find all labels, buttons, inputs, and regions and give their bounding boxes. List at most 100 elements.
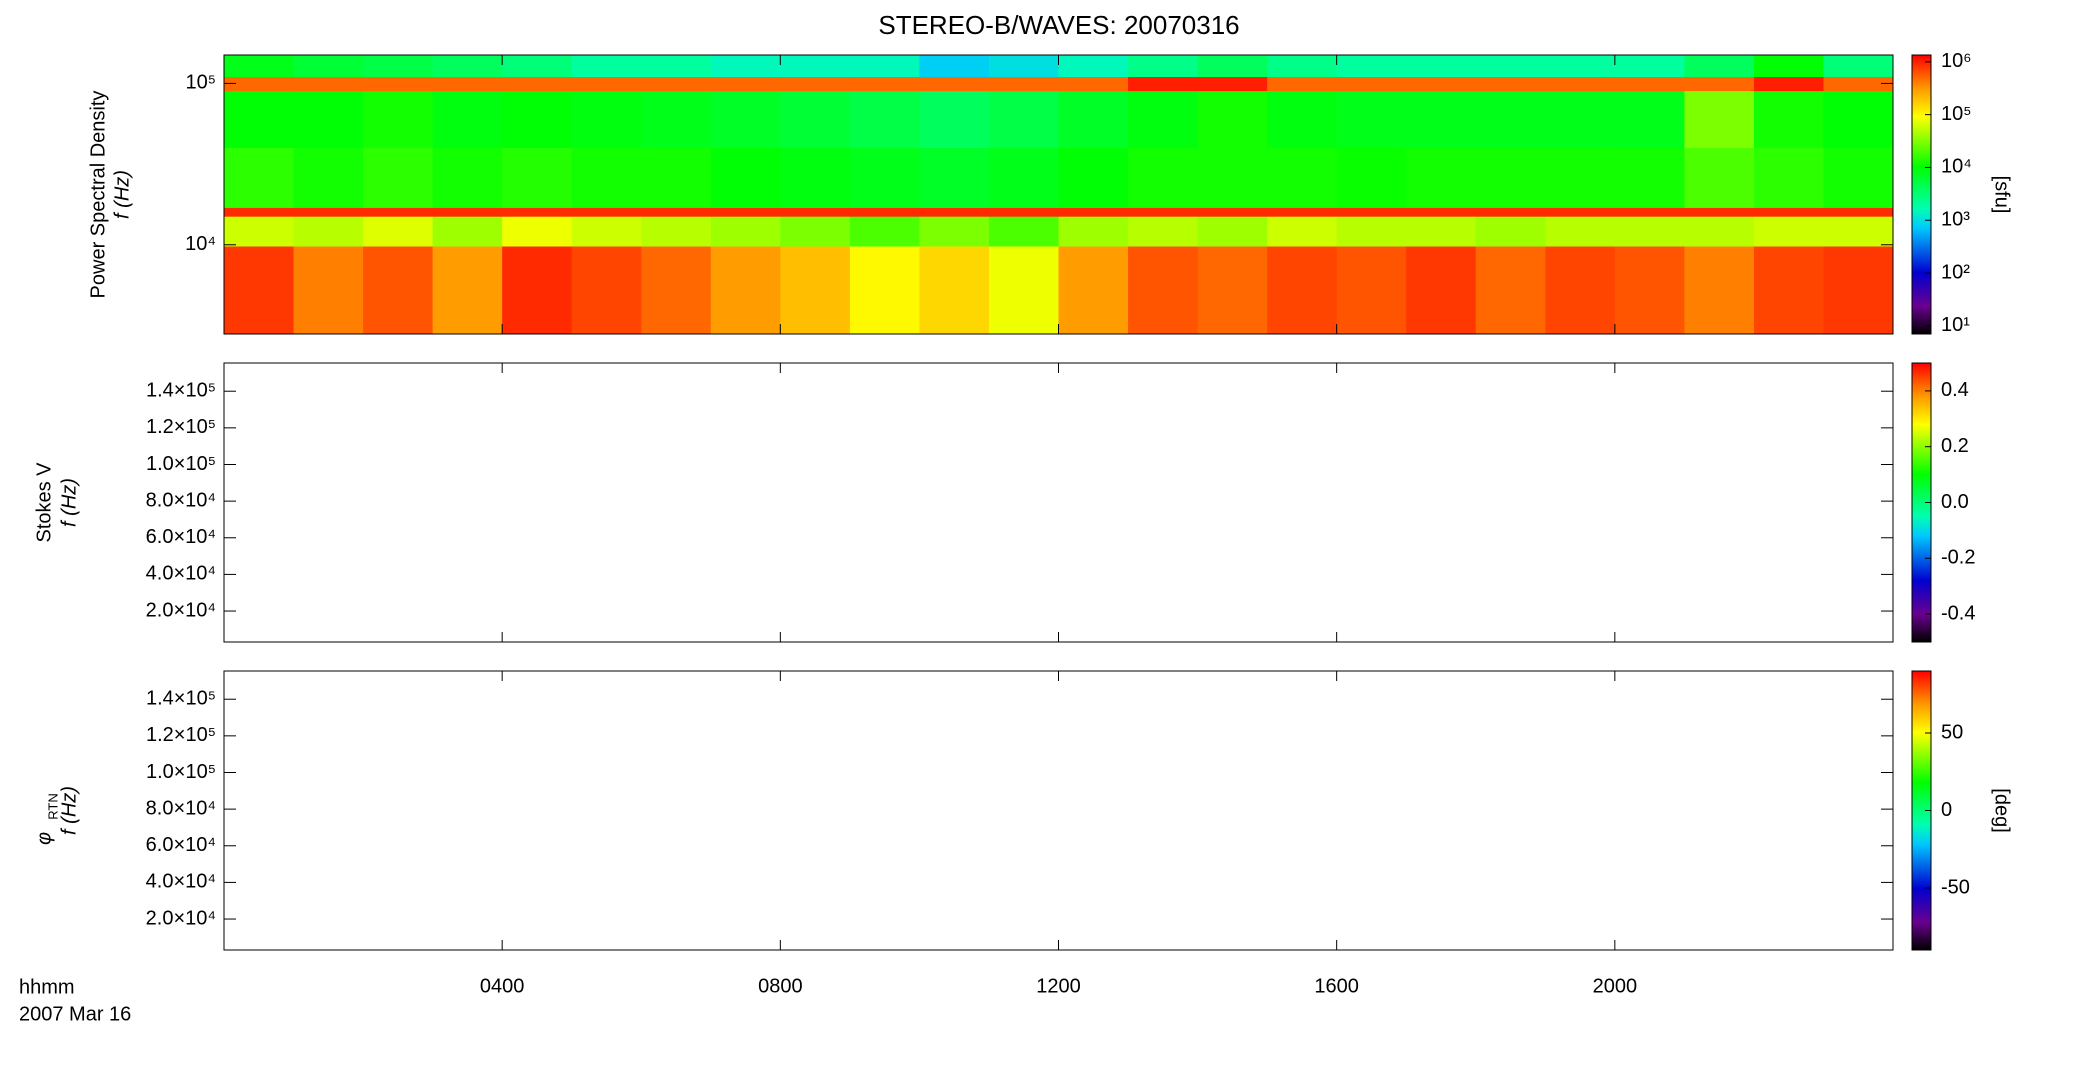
heatmap-cell <box>1823 216 1894 247</box>
colorbar-tick-label: 10⁶ <box>1941 50 1971 72</box>
heatmap-cell <box>1128 216 1199 247</box>
heatmap-cell <box>1336 216 1407 247</box>
y-axis-label: f (Hz) <box>111 170 133 219</box>
y-tick-label: 1.4×10⁵ <box>146 687 216 709</box>
heatmap-cell <box>432 90 503 148</box>
y-tick-label: 1.2×10⁵ <box>146 416 216 438</box>
heatmap-cell <box>1197 216 1268 247</box>
heatmap-cell <box>1058 246 1129 335</box>
heatmap-cell <box>432 216 503 247</box>
heatmap-cell <box>919 147 990 208</box>
heatmap-cell <box>1336 207 1407 217</box>
heatmap-cell <box>641 246 712 335</box>
heatmap-cell <box>1406 147 1477 208</box>
heatmap-cell <box>1614 246 1685 335</box>
heatmap-cell <box>1614 76 1685 92</box>
colorbar-tick-label: 10² <box>1941 261 1970 283</box>
plot-frame <box>223 362 1894 643</box>
heatmap-cell <box>363 216 434 247</box>
colorbar-label: [sfu] <box>1991 176 2013 214</box>
heatmap-cell <box>641 55 712 78</box>
heatmap-cell <box>1128 207 1199 217</box>
heatmap-cell <box>1197 147 1268 208</box>
heatmap-cell <box>641 76 712 92</box>
heatmap-cell <box>710 207 781 217</box>
heatmap-cell <box>293 76 364 92</box>
heatmap-cell <box>293 90 364 148</box>
heatmap-cell <box>1684 90 1755 148</box>
heatmap-cell <box>571 55 642 78</box>
heatmap-cell <box>1197 207 1268 217</box>
colorbar-tick-label: 0.4 <box>1941 379 1969 401</box>
heatmap-cell <box>432 76 503 92</box>
heatmap-cell <box>432 207 503 217</box>
heatmap-cell <box>363 207 434 217</box>
heatmap-cell <box>363 76 434 92</box>
heatmap-cell <box>988 216 1059 247</box>
heatmap-cell <box>641 207 712 217</box>
y-tick-label: 4.0×10⁴ <box>146 871 216 893</box>
x-tick-label: 0800 <box>758 975 803 997</box>
heatmap-cell <box>710 147 781 208</box>
x-tick-label: 0400 <box>480 975 525 997</box>
x-tick-label: 1600 <box>1314 975 1359 997</box>
heatmap-cell <box>1614 207 1685 217</box>
heatmap-cell <box>1058 147 1129 208</box>
y-tick-label: 6.0×10⁴ <box>146 834 216 856</box>
heatmap-cell <box>502 90 573 148</box>
heatmap-cell <box>502 76 573 92</box>
y-axis-title: Stokes V <box>33 462 55 543</box>
heatmap-cell <box>571 246 642 335</box>
heatmap-cell <box>1475 216 1546 247</box>
colorbar <box>1911 54 1932 335</box>
heatmap-cell <box>988 246 1059 335</box>
x-axis-label: hhmm <box>19 976 75 998</box>
heatmap-cell <box>1753 246 1824 335</box>
heatmap-cell <box>1406 55 1477 78</box>
heatmap-cell <box>919 246 990 335</box>
heatmap-cell <box>919 216 990 247</box>
y-axis-label: f (Hz) <box>58 478 80 527</box>
heatmap-cell <box>1684 55 1755 78</box>
chart-title: STEREO-B/WAVES: 20070316 <box>878 10 1239 40</box>
heatmap-cell <box>710 90 781 148</box>
heatmap-cell <box>1684 147 1755 208</box>
heatmap-cell <box>988 76 1059 92</box>
heatmap-cell <box>988 90 1059 148</box>
heatmap-cell <box>1128 147 1199 208</box>
y-axis-subscript: RTN <box>45 793 60 819</box>
heatmap-cell <box>1823 147 1894 208</box>
heatmap-cell <box>1267 90 1338 148</box>
colorbar-label: [deg] <box>1991 788 2013 832</box>
heatmap-cell <box>1475 147 1546 208</box>
heatmap-cell <box>1058 55 1129 78</box>
heatmap-cell <box>710 216 781 247</box>
heatmap-cell <box>1753 216 1824 247</box>
heatmap-cell <box>293 246 364 335</box>
heatmap-cell <box>1406 246 1477 335</box>
heatmap-cell <box>224 246 295 335</box>
colorbar-tick-label: 10³ <box>1941 209 1970 231</box>
heatmap-cell <box>432 147 503 208</box>
heatmap-cell <box>1475 246 1546 335</box>
heatmap-cell <box>1406 76 1477 92</box>
heatmap-cell <box>502 246 573 335</box>
heatmap-cell <box>919 76 990 92</box>
heatmap-cell <box>1197 55 1268 78</box>
heatmap-cell <box>849 76 920 92</box>
heatmap-cell <box>1823 90 1894 148</box>
x-tick-label: 1200 <box>1036 975 1081 997</box>
heatmap-cell <box>1823 76 1894 92</box>
heatmap-cell <box>780 246 851 335</box>
heatmap-cell <box>1684 207 1755 217</box>
heatmap-cell <box>1267 246 1338 335</box>
y-tick-label: 10⁵ <box>185 72 216 94</box>
heatmap-cell <box>641 216 712 247</box>
heatmap-cell <box>1753 90 1824 148</box>
heatmap-cell <box>1197 76 1268 92</box>
heatmap-cell <box>1336 76 1407 92</box>
heatmap-cell <box>849 207 920 217</box>
heatmap-cell <box>224 55 295 78</box>
